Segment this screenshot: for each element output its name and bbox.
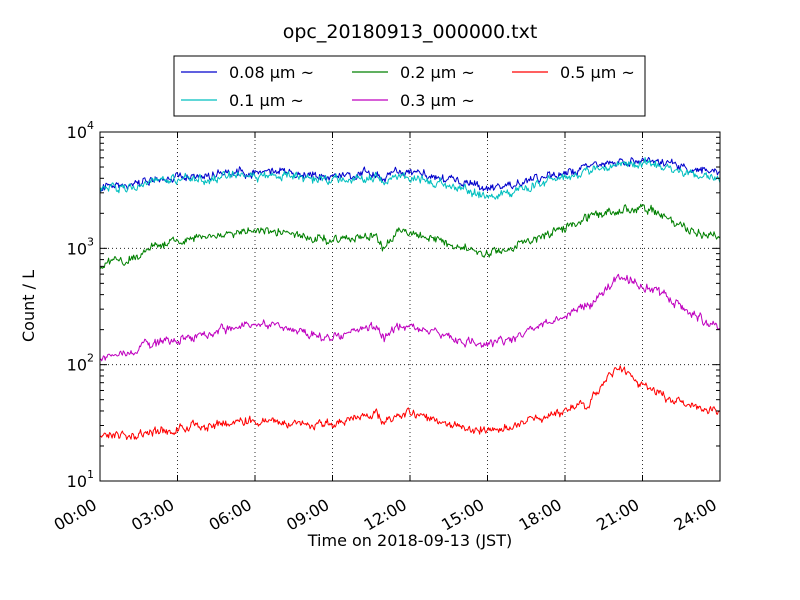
x-axis-label: Time on 2018-09-13 (JST) — [307, 531, 512, 550]
legend-label: 0.3 μm ~ — [400, 91, 475, 110]
series-lines — [99, 157, 721, 440]
legend-label: 0.2 μm ~ — [400, 63, 475, 82]
series-line — [99, 273, 721, 362]
legend-label: 0.5 μm ~ — [560, 63, 635, 82]
y-tick-label: 101 — [67, 468, 94, 491]
series-line — [99, 365, 721, 440]
series-line — [99, 157, 721, 200]
legend-box — [173, 55, 646, 117]
y-tick-label: 102 — [67, 352, 94, 375]
y-tick-label: 104 — [67, 119, 94, 142]
chart-title: opc_20180913_000000.txt — [283, 21, 538, 43]
series-line — [99, 203, 721, 269]
legend-label: 0.08 μm ~ — [229, 63, 314, 82]
y-axis: 101 102 103 104 — [67, 119, 720, 491]
y-tick-label: 103 — [67, 235, 94, 258]
grid — [100, 132, 720, 481]
y-axis-label: Count / L — [19, 270, 38, 342]
legend-label: 0.1 μm ~ — [229, 91, 304, 110]
legend: 0.08 μm ~ 0.1 μm ~ 0.2 μm ~ 0.3 μm ~ 0.5 μm … — [173, 55, 646, 117]
